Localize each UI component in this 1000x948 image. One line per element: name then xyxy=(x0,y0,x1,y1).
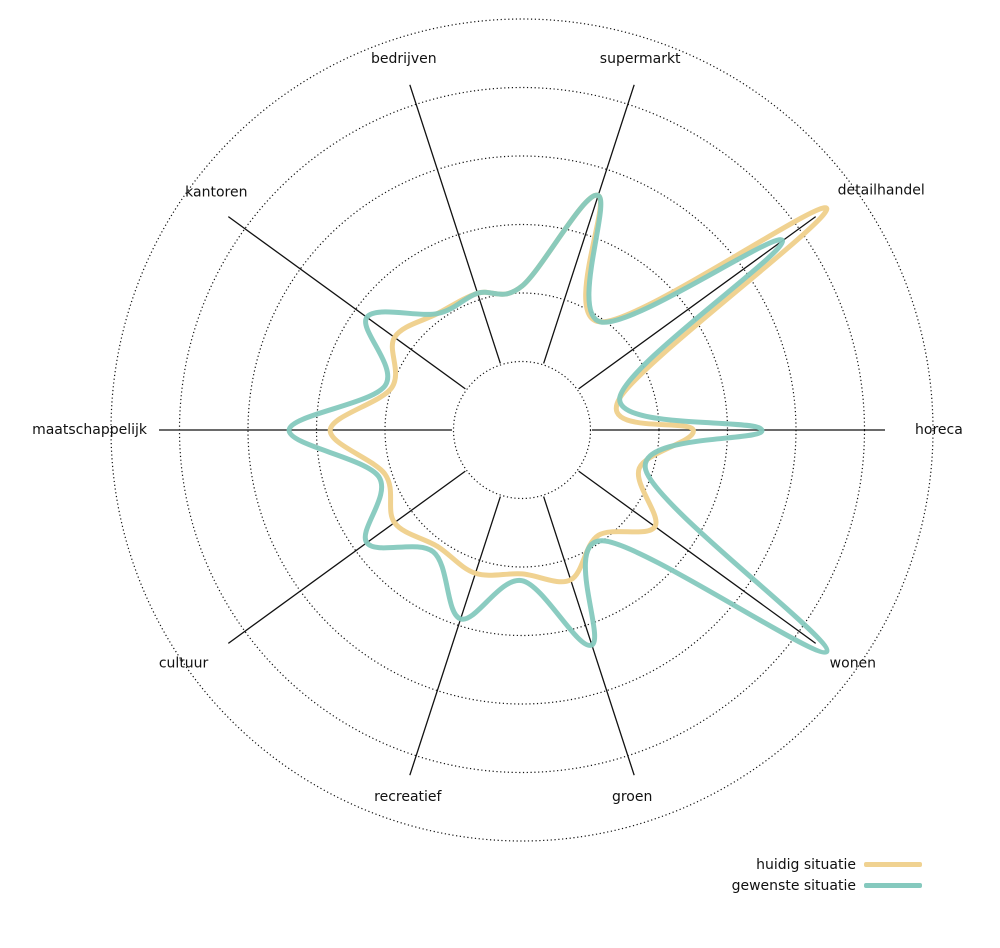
axis-labels: horeca wonen groen recreatief cultuur maatsch… xyxy=(32,51,963,805)
legend: huidig situatie gewenste situatie xyxy=(732,854,922,896)
axis-spoke-kantoren xyxy=(227,216,466,390)
axis-label-bedrijven: bedrijven xyxy=(371,51,437,67)
axis-spoke-detailhandel xyxy=(578,216,817,390)
legend-swatch xyxy=(864,883,922,888)
legend-label: gewenste situatie xyxy=(731,877,856,894)
grid-ring xyxy=(110,18,934,842)
legend-item-gewenst: gewenste situatie xyxy=(732,875,922,896)
axis-spokes xyxy=(159,84,885,776)
axis-label-maatschappelijk: maatschappelijk xyxy=(32,422,148,438)
axis-label-groen: groen xyxy=(612,789,652,805)
axis-label-recreatief: recreatief xyxy=(374,789,442,805)
legend-item-huidig: huidig situatie xyxy=(732,854,922,875)
axis-spoke-bedrijven xyxy=(409,84,501,364)
series-line-gewenst xyxy=(286,192,830,655)
axis-spoke-recreatief xyxy=(409,496,501,776)
series-line-huidig xyxy=(327,192,830,585)
axis-label-horeca: horeca xyxy=(915,422,963,438)
axis-spoke-supermarkt xyxy=(543,84,635,364)
axis-label-kantoren: kantoren xyxy=(185,185,247,201)
axis-spoke-wonen xyxy=(578,470,817,644)
axis-label-supermarkt: supermarkt xyxy=(600,51,681,67)
legend-swatch xyxy=(864,862,922,867)
axis-label-cultuur: cultuur xyxy=(159,655,209,671)
axis-label-detailhandel: detailhandel xyxy=(838,183,925,199)
axis-label-wonen: wonen xyxy=(830,655,876,671)
series-lines xyxy=(286,192,830,655)
grid-ring xyxy=(452,360,592,500)
legend-label: huidig situatie xyxy=(756,856,856,873)
axis-spoke-cultuur xyxy=(227,470,466,644)
axis-spoke-groen xyxy=(543,496,635,776)
